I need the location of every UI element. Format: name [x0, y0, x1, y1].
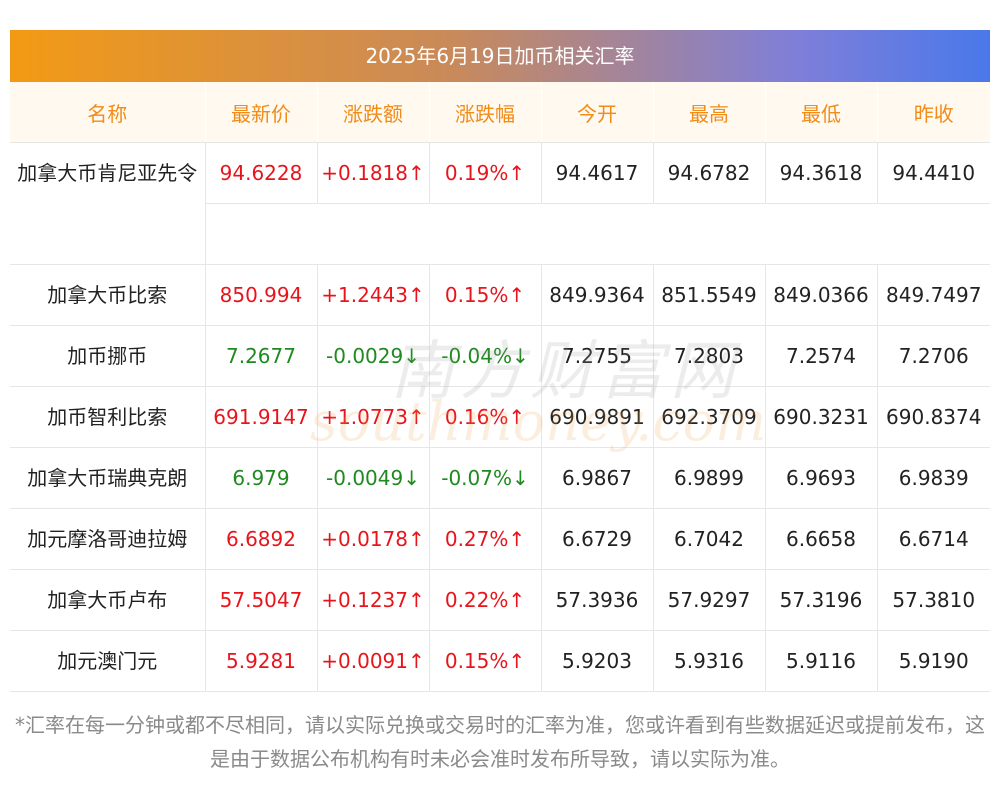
high-price: 57.9297: [653, 569, 766, 631]
table-row: 加拿大币卢布 57.5047 +0.1237↑ 0.22%↑ 57.3936 5…: [10, 569, 990, 631]
col-header-high: 最高: [653, 82, 766, 143]
change-amount: -0.0029↓: [317, 325, 430, 387]
currency-name: 加拿大币卢布: [10, 569, 206, 631]
change-percent: 0.19%↑: [429, 142, 542, 204]
change-percent: 0.15%↑: [429, 630, 542, 692]
prev-close: 6.9839: [877, 447, 990, 509]
change-amount: +0.0091↑: [317, 630, 430, 692]
prev-close: 849.7497: [877, 264, 990, 326]
empty-cell: [205, 203, 990, 265]
prev-close: 5.9190: [877, 630, 990, 692]
change-percent: -0.04%↓: [429, 325, 542, 387]
currency-name: 加元澳门元: [10, 630, 206, 692]
high-price: 94.6782: [653, 142, 766, 204]
high-price: 6.9899: [653, 447, 766, 509]
change-percent: -0.07%↓: [429, 447, 542, 509]
change-percent: 0.27%↑: [429, 508, 542, 570]
open-price: 6.9867: [541, 447, 654, 509]
table-row: 加元澳门元 5.9281 +0.0091↑ 0.15%↑ 5.9203 5.93…: [10, 630, 990, 692]
table-row: 加拿大币瑞典克朗 6.979 -0.0049↓ -0.07%↓ 6.9867 6…: [10, 447, 990, 509]
col-header-low: 最低: [765, 82, 878, 143]
open-price: 6.6729: [541, 508, 654, 570]
table-row: 加币挪币 7.2677 -0.0029↓ -0.04%↓ 7.2755 7.28…: [10, 325, 990, 387]
low-price: 849.0366: [765, 264, 878, 326]
latest-price: 6.979: [205, 447, 318, 509]
open-price: 57.3936: [541, 569, 654, 631]
low-price: 57.3196: [765, 569, 878, 631]
open-price: 94.4617: [541, 142, 654, 204]
table-row: 加拿大币肯尼亚先令 94.6228 +0.1818↑ 0.19%↑ 94.461…: [10, 142, 990, 265]
high-price: 7.2803: [653, 325, 766, 387]
currency-name: 加币智利比索: [10, 386, 206, 448]
header-row: 名称 最新价 涨跌额 涨跌幅 今开 最高 最低 昨收: [10, 82, 990, 143]
low-price: 7.2574: [765, 325, 878, 387]
col-header-latest: 最新价: [205, 82, 318, 143]
col-header-open: 今开: [541, 82, 654, 143]
table-title: 2025年6月19日加币相关汇率: [10, 30, 990, 82]
open-price: 690.9891: [541, 386, 654, 448]
change-percent: 0.22%↑: [429, 569, 542, 631]
table-row: 加元摩洛哥迪拉姆 6.6892 +0.0178↑ 0.27%↑ 6.6729 6…: [10, 508, 990, 570]
low-price: 690.3231: [765, 386, 878, 448]
high-price: 851.5549: [653, 264, 766, 326]
latest-price: 6.6892: [205, 508, 318, 570]
change-percent: 0.15%↑: [429, 264, 542, 326]
col-header-pct: 涨跌幅: [429, 82, 542, 143]
high-price: 692.3709: [653, 386, 766, 448]
open-price: 5.9203: [541, 630, 654, 692]
low-price: 6.9693: [765, 447, 878, 509]
open-price: 7.2755: [541, 325, 654, 387]
change-amount: +0.1237↑: [317, 569, 430, 631]
currency-name: 加元摩洛哥迪拉姆: [10, 508, 206, 570]
currency-name: 加拿大币瑞典克朗: [10, 447, 206, 509]
low-price: 5.9116: [765, 630, 878, 692]
latest-price: 94.6228: [205, 142, 318, 204]
col-header-change: 涨跌额: [317, 82, 430, 143]
change-amount: +0.1818↑: [317, 142, 430, 204]
latest-price: 5.9281: [205, 630, 318, 692]
change-amount: +0.0178↑: [317, 508, 430, 570]
rate-table-card: 2025年6月19日加币相关汇率 名称 最新价 涨跌额 涨跌幅 今开 最高 最低…: [10, 30, 990, 692]
low-price: 6.6658: [765, 508, 878, 570]
table-row-spacer: [10, 203, 990, 265]
prev-close: 57.3810: [877, 569, 990, 631]
change-amount: +1.0773↑: [317, 386, 430, 448]
latest-price: 850.994: [205, 264, 318, 326]
col-header-name: 名称: [10, 82, 206, 143]
currency-name: 加拿大币肯尼亚先令: [10, 142, 206, 265]
table-row: 加拿大币比索 850.994 +1.2443↑ 0.15%↑ 849.9364 …: [10, 264, 990, 326]
disclaimer-note: *汇率在每一分钟或都不尽相同，请以实际兑换或交易时的汇率为准，您或许看到有些数据…: [15, 713, 985, 771]
change-amount: -0.0049↓: [317, 447, 430, 509]
change-amount: +1.2443↑: [317, 264, 430, 326]
latest-price: 7.2677: [205, 325, 318, 387]
currency-name: 加拿大币比索: [10, 264, 206, 326]
change-percent: 0.16%↑: [429, 386, 542, 448]
prev-close: 6.6714: [877, 508, 990, 570]
rate-table: 名称 最新价 涨跌额 涨跌幅 今开 最高 最低 昨收 加拿大币肯尼亚先令 94.…: [10, 82, 990, 692]
prev-close: 7.2706: [877, 325, 990, 387]
latest-price: 57.5047: [205, 569, 318, 631]
high-price: 5.9316: [653, 630, 766, 692]
high-price: 6.7042: [653, 508, 766, 570]
col-header-prev: 昨收: [877, 82, 990, 143]
currency-name: 加币挪币: [10, 325, 206, 387]
low-price: 94.3618: [765, 142, 878, 204]
latest-price: 691.9147: [205, 386, 318, 448]
prev-close: 690.8374: [877, 386, 990, 448]
open-price: 849.9364: [541, 264, 654, 326]
prev-close: 94.4410: [877, 142, 990, 204]
table-row: 加币智利比索 691.9147 +1.0773↑ 0.16%↑ 690.9891…: [10, 386, 990, 448]
